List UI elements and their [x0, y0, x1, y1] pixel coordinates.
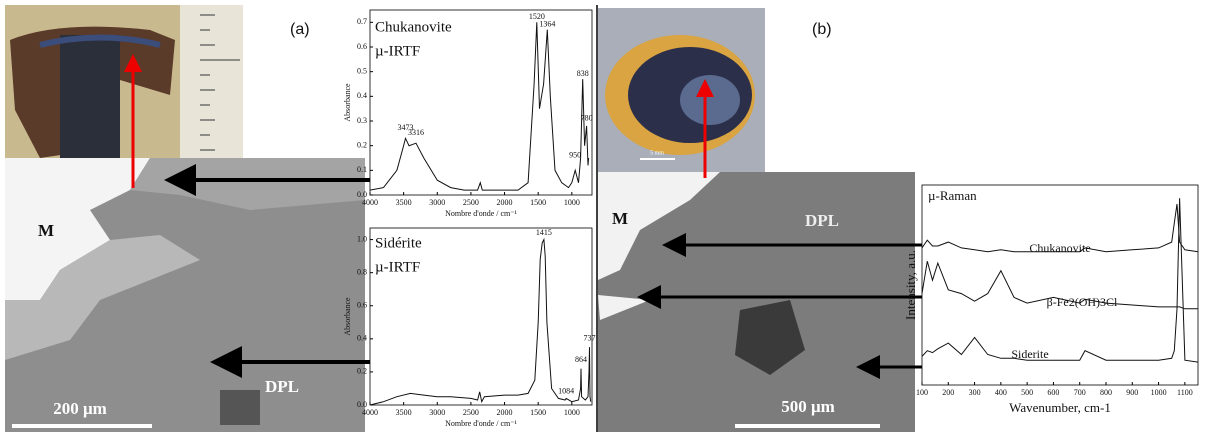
peak-label: 1084 — [558, 387, 574, 396]
scale-bar — [735, 424, 880, 428]
series-label: β-Fe2(OH)3Cl — [1047, 295, 1118, 309]
series-label: Siderite — [1011, 347, 1048, 361]
y-axis-label: Intensity, a.u. — [903, 250, 918, 320]
y-tick-label: 0.4 — [357, 91, 367, 100]
x-tick-label: 2000 — [497, 408, 513, 417]
x-tick-label: 1000 — [1151, 388, 1167, 397]
peak-label: 1415 — [536, 228, 552, 237]
x-tick-label: 500 — [1021, 388, 1033, 397]
peak-label: 3473 — [397, 123, 413, 132]
sem-image-a — [5, 158, 365, 432]
x-axis-label: Nombre d'onde / cm⁻¹ — [445, 419, 517, 428]
x-tick-label: 2500 — [463, 408, 479, 417]
x-tick-label: 3000 — [429, 198, 445, 207]
x-tick-label: 1500 — [530, 198, 546, 207]
plot-frame — [369, 227, 593, 406]
y-tick-label: 0.3 — [357, 116, 367, 125]
x-tick-label: 1000 — [564, 198, 580, 207]
y-tick-label: 0.0 — [357, 400, 367, 409]
spectrum-line — [369, 237, 592, 406]
y-tick-label: 0.8 — [357, 267, 367, 276]
sem-image-b — [598, 172, 915, 432]
x-tick-label: 900 — [1126, 388, 1138, 397]
spectrum-line — [921, 203, 1199, 253]
arrows — [124, 54, 928, 379]
scale-bar — [12, 424, 152, 428]
peak-label: 1520 — [529, 12, 545, 21]
x-tick-label: 3000 — [429, 408, 445, 417]
peak-label: 780 — [581, 113, 593, 122]
photo-a — [5, 5, 243, 160]
x-tick-label: 300 — [969, 388, 981, 397]
plot-frame — [921, 184, 1199, 386]
x-tick-label: 4000 — [362, 408, 378, 417]
x-tick-label: 2500 — [463, 198, 479, 207]
layer-label: DPL — [265, 377, 299, 396]
x-tick-label: 600 — [1047, 388, 1059, 397]
panel-label: (a) — [290, 21, 310, 38]
photo-scale-label: 5 mm — [650, 150, 664, 156]
scale-label: 500 μm — [781, 397, 835, 416]
peak-label: 950 — [569, 150, 581, 159]
x-axis-label: Wavenumber, cm-1 — [1009, 400, 1111, 415]
matrix-label: M — [612, 209, 628, 228]
chart-title: Sidérite — [375, 235, 422, 251]
x-axis-label: Nombre d'onde / cm⁻¹ — [445, 209, 517, 218]
peak-label: 864 — [575, 355, 587, 364]
x-tick-label: 200 — [942, 388, 954, 397]
x-tick-label: 4000 — [362, 198, 378, 207]
plot-frame — [369, 9, 593, 196]
y-axis-label: Absorbance — [343, 297, 352, 336]
x-tick-label: 1500 — [530, 408, 546, 417]
chart-subtitle: µ-IRTF — [375, 43, 420, 59]
spectrum-line — [369, 22, 590, 191]
scale-bar — [640, 158, 675, 160]
peak-label: 1364 — [539, 20, 555, 29]
x-tick-label: 400 — [995, 388, 1007, 397]
peak-label: 3316 — [408, 128, 424, 137]
y-tick-label: 0.7 — [357, 17, 367, 26]
y-tick-label: 0.6 — [357, 42, 367, 51]
chart-title: µ-Raman — [928, 188, 977, 203]
y-tick-label: 0.6 — [357, 301, 367, 310]
spectrum-line — [921, 261, 1198, 310]
x-tick-label: 1000 — [564, 408, 580, 417]
y-tick-label: 0.1 — [357, 165, 367, 174]
y-tick-label: 0.4 — [357, 334, 367, 343]
y-tick-label: 0.0 — [357, 190, 367, 199]
x-tick-label: 2000 — [497, 198, 513, 207]
spectrum-line — [921, 198, 1199, 363]
panel-label: (b) — [812, 21, 832, 38]
x-tick-label: 700 — [1074, 388, 1086, 397]
scale-label: 200 μm — [53, 399, 107, 418]
y-tick-label: 1.0 — [357, 234, 367, 243]
x-tick-label: 100 — [916, 388, 928, 397]
photo-b — [598, 8, 765, 175]
series-label: Chukanovite — [1029, 241, 1090, 255]
y-tick-label: 0.5 — [357, 66, 367, 75]
chart-title: Chukanovite — [375, 19, 452, 35]
peak-label: 737 — [584, 334, 596, 343]
y-tick-label: 0.2 — [357, 140, 367, 149]
x-tick-label: 1100 — [1177, 388, 1193, 397]
charts: 4000 3500 3000 2500 2000 1500 1000 0.0 0.1 0.2 0.3… — [343, 9, 1199, 428]
chart-subtitle: µ-IRTF — [375, 259, 420, 275]
y-axis-label: Absorbance — [343, 83, 352, 122]
x-tick-label: 800 — [1100, 388, 1112, 397]
peak-label: 838 — [577, 69, 589, 78]
y-tick-label: 0.2 — [357, 367, 367, 376]
x-tick-label: 3500 — [396, 198, 412, 207]
layer-label: DPL — [805, 211, 839, 230]
x-tick-label: 3500 — [396, 408, 412, 417]
matrix-label: M — [38, 221, 54, 240]
